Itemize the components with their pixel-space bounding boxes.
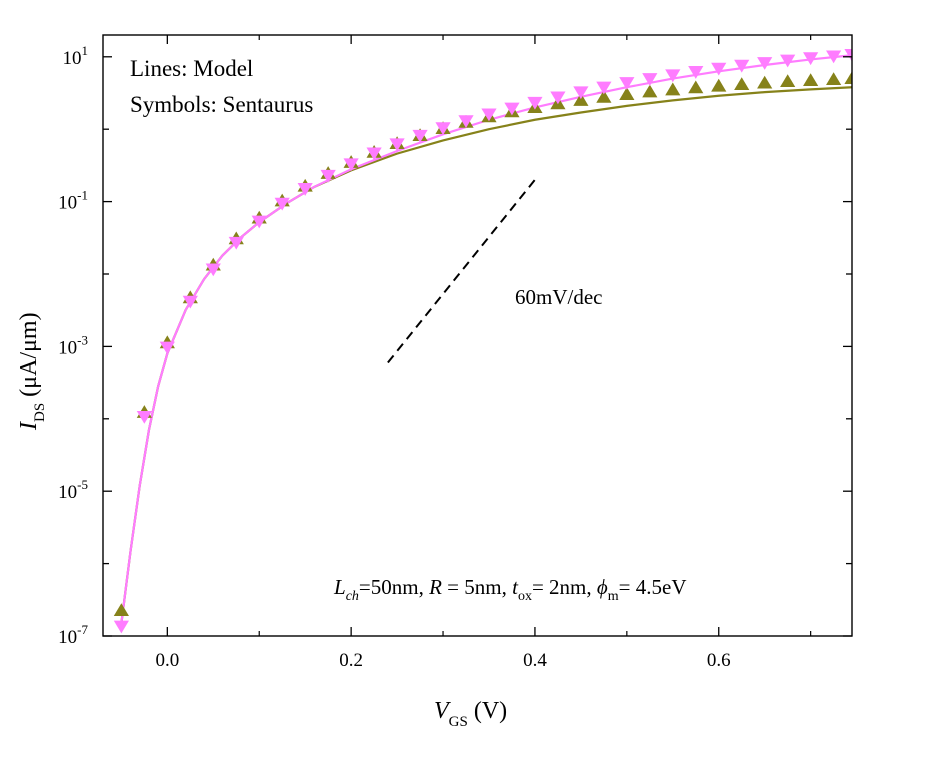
- param-r-symbol: R: [428, 575, 442, 599]
- down-triangle-point: [458, 115, 474, 128]
- model-line-3: [120, 54, 852, 624]
- up-triangle-point: [734, 77, 750, 91]
- x-axis-title-unit: (V): [474, 698, 507, 724]
- param-phi-sub: m: [608, 589, 619, 604]
- down-triangle-point: [113, 620, 129, 634]
- param-lch-sub: ch: [346, 589, 359, 604]
- series-group: [113, 49, 852, 634]
- param-phi-symbol: ϕ: [597, 575, 608, 599]
- up-triangle-point: [642, 84, 658, 98]
- down-triangle-point: [550, 91, 566, 105]
- down-triangle-point: [389, 138, 405, 152]
- param-tox-value: = 2nm,: [532, 575, 597, 599]
- up-triangle-point: [113, 603, 129, 617]
- down-triangle-point: [481, 108, 497, 122]
- x-tick-label: 0.0: [155, 650, 179, 671]
- down-triangle-point: [366, 147, 382, 161]
- down-triangle-point: [711, 62, 727, 76]
- down-triangle-point: [343, 158, 359, 172]
- down-triangle-point: [665, 69, 681, 83]
- up-triangle-point: [619, 87, 635, 100]
- y-axis-title: IDS (μA/μm): [16, 312, 48, 431]
- x-axis-title: VGS (V): [434, 698, 507, 730]
- down-triangle-point: [228, 236, 244, 250]
- legend-line-model: Lines: Model: [130, 56, 253, 81]
- model-line-2: [120, 86, 852, 624]
- down-triangle-point: [573, 86, 589, 100]
- up-triangle-point: [780, 74, 796, 88]
- param-tox-sub: ox: [518, 589, 532, 604]
- param-phi-value: = 4.5eV: [619, 575, 687, 599]
- x-tick-label: 0.2: [339, 650, 363, 671]
- down-triangle-point: [435, 122, 451, 136]
- down-triangle-point: [688, 66, 704, 79]
- param-r-value: = 5nm,: [442, 575, 512, 599]
- y-axis-title-unit: (μA/μm): [16, 312, 42, 396]
- down-triangle-point: [251, 215, 267, 229]
- plot-frame: [102, 34, 853, 637]
- x-axis-title-symbol: V: [434, 698, 451, 724]
- down-triangle-point: [596, 81, 612, 95]
- y-axis-title-symbol: I: [16, 421, 42, 431]
- down-triangle-point: [803, 52, 819, 66]
- up-triangle-point: [665, 82, 681, 96]
- down-triangle-point: [734, 59, 750, 73]
- up-triangle-point: [826, 72, 842, 85]
- param-lch-symbol: L: [333, 575, 346, 599]
- up-triangle-point: [711, 78, 727, 92]
- y-tick-label: 10-1: [58, 188, 88, 214]
- down-triangle-point: [205, 263, 221, 277]
- up-triangle-point: [596, 89, 612, 103]
- slope-reference-line: [387, 179, 536, 364]
- down-triangle-point: [619, 77, 635, 90]
- down-triangle-point: [412, 129, 428, 143]
- down-triangle-point: [504, 102, 520, 116]
- param-lch-value: =50nm,: [359, 575, 429, 599]
- down-triangle-point: [274, 197, 290, 211]
- up-triangle-point: [803, 73, 819, 87]
- x-tick-label: 0.6: [707, 650, 731, 671]
- param-tox-symbol: t: [512, 575, 519, 599]
- y-axis: 10-7 10-5 10-3 10-1 101: [58, 43, 852, 648]
- plot-area: [113, 49, 852, 634]
- down-triangle-point: [159, 341, 175, 355]
- up-triangle-point: [757, 75, 773, 89]
- y-tick-label: 10-5: [58, 477, 88, 503]
- down-triangle-point: [527, 96, 543, 110]
- y-tick-label: 10-3: [58, 332, 88, 358]
- down-triangle-point: [182, 295, 198, 309]
- up-triangle-point: [844, 71, 852, 85]
- legend-line-symbols: Symbols: Sentaurus: [130, 92, 313, 117]
- down-triangle-point: [642, 73, 658, 86]
- x-axis: 0.0 0.2 0.4 0.6: [155, 35, 812, 671]
- x-tick-label: 0.4: [523, 650, 547, 671]
- down-triangle-point: [826, 50, 842, 64]
- parameter-annotation: Lch=50nm, R = 5nm, tox= 2nm, ϕm= 4.5eV: [333, 575, 687, 604]
- y-tick-label: 101: [63, 43, 89, 69]
- y-axis-title-sub: DS: [32, 403, 48, 422]
- x-axis-title-sub: GS: [449, 714, 468, 730]
- down-triangle-point: [844, 49, 852, 62]
- down-triangle-point: [757, 57, 773, 70]
- down-triangle-point: [780, 54, 796, 68]
- slope-label: 60mV/dec: [515, 285, 602, 309]
- up-triangle-point: [688, 80, 704, 94]
- up-triangle-point: [573, 93, 589, 106]
- down-triangle-point: [320, 169, 336, 183]
- down-triangle-point: [297, 183, 313, 196]
- y-tick-label: 10-7: [58, 622, 88, 648]
- down-triangle-point: [136, 411, 152, 424]
